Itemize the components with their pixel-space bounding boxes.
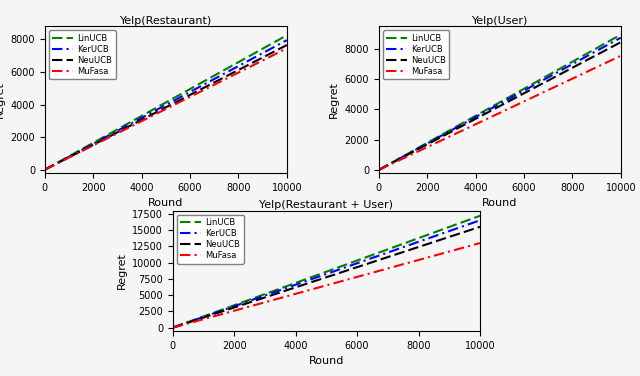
Y-axis label: Regret: Regret — [0, 81, 5, 118]
Title: Yelp(Restaurant + User): Yelp(Restaurant + User) — [259, 200, 394, 210]
Title: Yelp(User): Yelp(User) — [472, 15, 528, 26]
X-axis label: Round: Round — [308, 356, 344, 366]
Legend: LinUCB, KerUCB, NeuUCB, MuFasa: LinUCB, KerUCB, NeuUCB, MuFasa — [177, 215, 243, 264]
Title: Yelp(Restaurant): Yelp(Restaurant) — [120, 15, 212, 26]
X-axis label: Round: Round — [148, 198, 184, 208]
Legend: LinUCB, KerUCB, NeuUCB, MuFasa: LinUCB, KerUCB, NeuUCB, MuFasa — [49, 30, 115, 79]
Y-axis label: Regret: Regret — [116, 252, 127, 289]
Y-axis label: Regret: Regret — [329, 81, 339, 118]
X-axis label: Round: Round — [482, 198, 518, 208]
Legend: LinUCB, KerUCB, NeuUCB, MuFasa: LinUCB, KerUCB, NeuUCB, MuFasa — [383, 30, 449, 79]
